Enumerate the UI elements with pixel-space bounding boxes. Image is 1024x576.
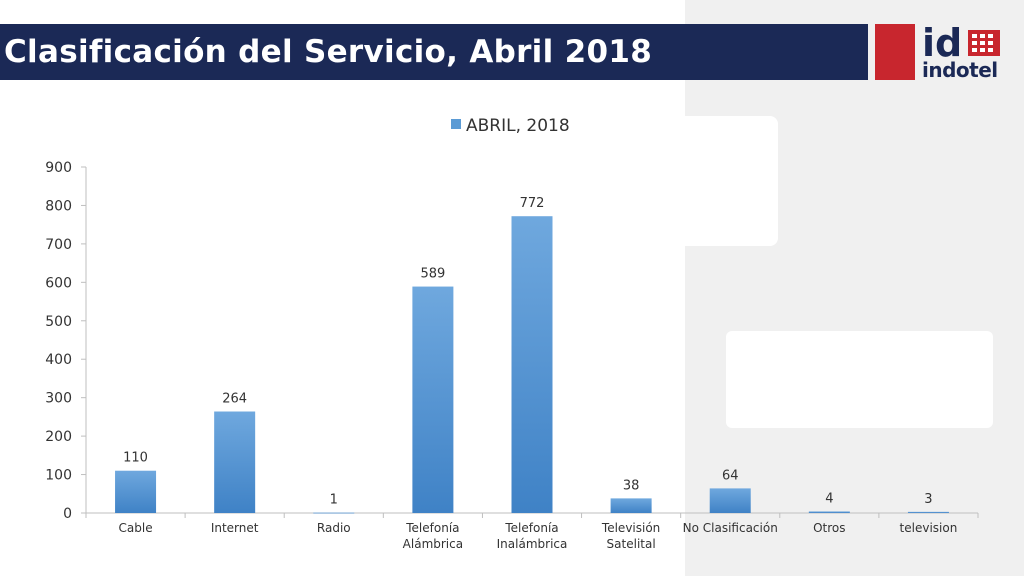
x-tick-label: Alámbrica [403, 537, 463, 551]
y-tick-label: 100 [45, 468, 72, 484]
data-label: 3 [924, 492, 932, 507]
data-label: 4 [825, 491, 833, 506]
legend-label: ABRIL, 2018 [466, 116, 570, 136]
logo-name: indotel [922, 58, 998, 82]
y-tick-label: 500 [45, 314, 72, 330]
bar [511, 216, 553, 513]
data-label: 1 [330, 493, 338, 508]
x-tick-label: Telefonía [504, 521, 558, 535]
chart-x-tick-labels: Cable Internet Radio Telefonía Alámbrica Tele… [119, 521, 958, 551]
data-label: 38 [623, 478, 640, 493]
logo-mark-text: id [922, 21, 962, 64]
y-tick-label: 200 [45, 429, 72, 445]
indotel-logo-icon: id [922, 21, 1000, 64]
x-tick-label: Cable [119, 521, 153, 535]
page-title: Clasificación del Servicio, Abril 2018 [4, 34, 653, 70]
bar [709, 488, 751, 513]
x-tick-label: Satelital [607, 537, 656, 551]
legend-swatch [451, 119, 461, 129]
background-card [726, 331, 993, 428]
y-tick-label: 400 [45, 352, 72, 368]
background-card [640, 116, 778, 246]
chart-legend: ABRIL, 2018 [451, 116, 570, 136]
bar [214, 411, 256, 513]
bar [412, 286, 454, 513]
background-panel [685, 0, 1024, 576]
title-bar: Clasificación del Servicio, Abril 2018 [0, 24, 868, 80]
data-label: 589 [420, 267, 445, 282]
x-tick-label: television [900, 521, 958, 535]
data-label: 110 [123, 451, 148, 466]
data-label: 772 [520, 196, 545, 211]
chart-data-labels: 110 264 1 589 772 38 64 4 3 [123, 196, 932, 507]
y-tick-label: 600 [45, 275, 72, 291]
data-label: 264 [222, 392, 247, 407]
bar [907, 511, 949, 513]
y-tick-label: 900 [45, 160, 72, 176]
y-tick-label: 800 [45, 198, 72, 214]
chart-y-tick-labels: 0 100 200 300 400 500 600 700 800 900 [45, 160, 72, 522]
x-tick-label: Otros [813, 521, 845, 535]
data-label: 64 [722, 468, 739, 483]
x-tick-label: Televisión [601, 521, 660, 535]
y-tick-label: 0 [63, 506, 72, 522]
logo-red-block [875, 24, 915, 80]
bar [115, 470, 157, 513]
x-tick-label: No Clasificación [683, 521, 778, 535]
x-tick-label: Inalámbrica [497, 537, 568, 551]
bar [808, 511, 850, 513]
chart-bars [115, 216, 949, 514]
y-tick-label: 700 [45, 237, 72, 253]
y-tick-label: 300 [45, 391, 72, 407]
x-tick-label: Radio [317, 521, 351, 535]
x-tick-label: Telefonía [405, 521, 459, 535]
bar [610, 498, 652, 513]
x-tick-label: Internet [211, 521, 259, 535]
bar [313, 512, 355, 514]
